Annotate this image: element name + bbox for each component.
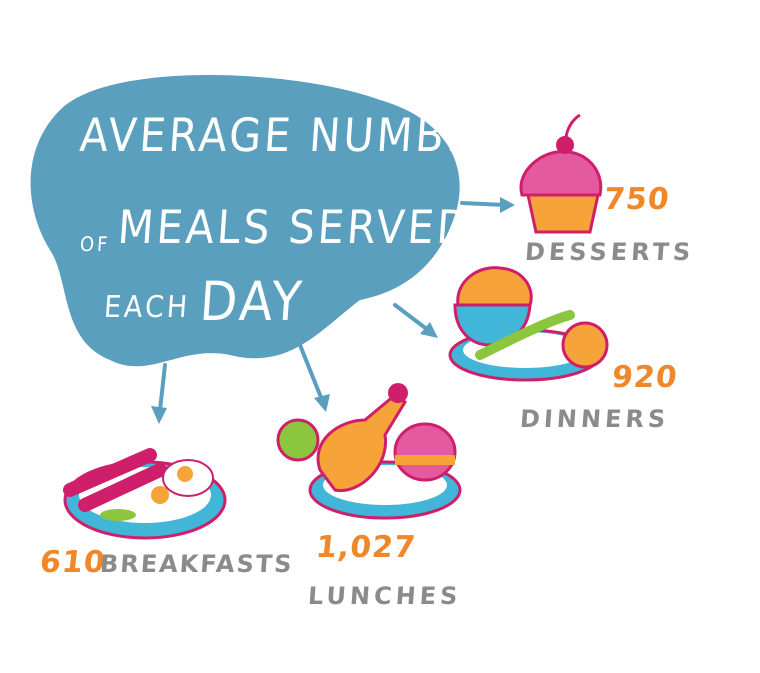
dinners-value: 920 [610, 360, 680, 395]
lunch-plate-icon [276, 383, 462, 520]
title-line-1: AVERAGE NUMBER [78, 108, 510, 162]
speech-blob [30, 75, 460, 367]
desserts-value: 750 [602, 182, 672, 217]
title-each: EACH [102, 290, 192, 325]
cupcake-icon [519, 113, 603, 234]
breakfasts-value: 610 [38, 545, 108, 580]
lunches-value: 1,027 [314, 530, 418, 565]
arrows [151, 197, 515, 424]
title-day: DAY [197, 270, 307, 333]
title-of: OF [79, 232, 112, 256]
lunches-label: LUNCHES [307, 582, 463, 610]
desserts-label: DESSERTS [524, 238, 696, 266]
breakfast-plate-icon [63, 448, 227, 540]
breakfasts-label: BREAKFASTS [99, 550, 295, 578]
dinner-plate-icon [448, 266, 609, 382]
dinners-label: DINNERS [519, 405, 671, 433]
title-line-2: MEALS SERVED [116, 200, 474, 254]
